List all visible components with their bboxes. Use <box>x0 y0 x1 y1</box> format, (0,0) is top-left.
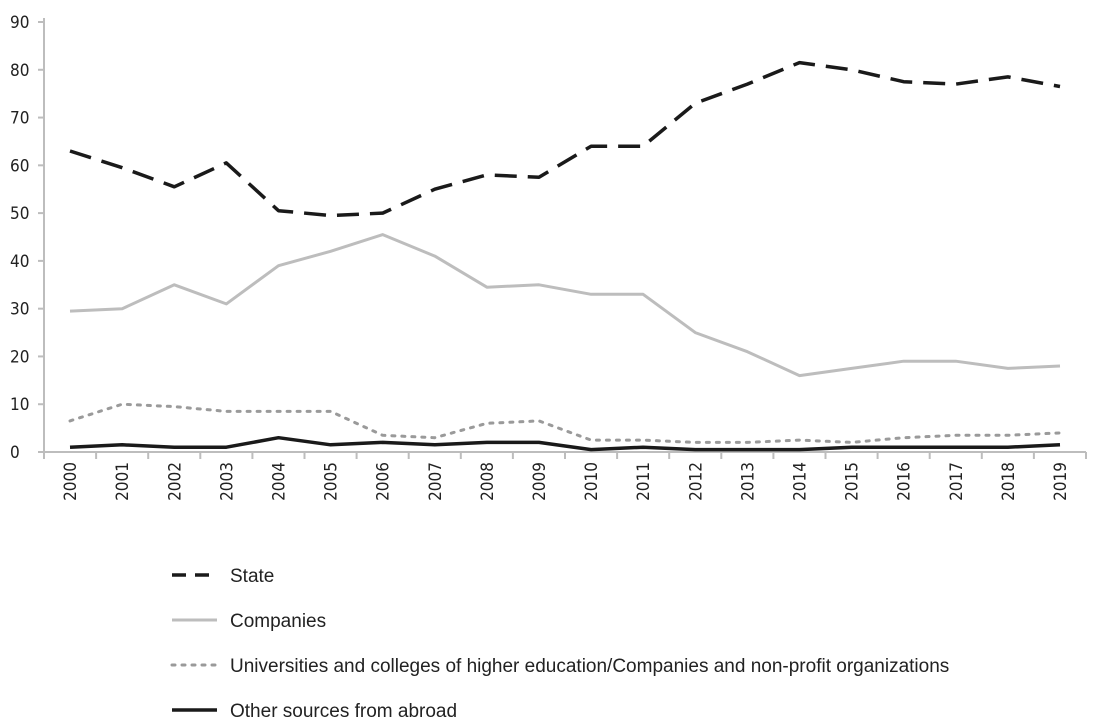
y-tick-label: 80 <box>10 61 29 81</box>
series-line-2 <box>68 402 1062 444</box>
legend-label-0: State <box>230 566 274 587</box>
x-tick-label: 2008 <box>478 462 498 501</box>
series-line-1 <box>69 233 1061 378</box>
y-tick-label: 50 <box>10 204 29 224</box>
x-tick-label: 2019 <box>1051 462 1071 501</box>
legend-label-2: Universities and colleges of higher educ… <box>230 656 949 677</box>
x-tick-label: 2010 <box>582 462 602 501</box>
chart-legend: State Companies Universities and colleges … <box>170 566 949 722</box>
y-tick-label: 20 <box>10 347 29 367</box>
x-tick-label: 2003 <box>217 462 237 501</box>
legend-label-3: Other sources from abroad <box>230 701 457 722</box>
x-tick-label: 2018 <box>999 462 1019 501</box>
x-tick-label: 2006 <box>374 462 394 501</box>
x-tick-label: 2011 <box>634 462 654 501</box>
x-tick-label: 2001 <box>113 462 133 501</box>
x-tick-label: 2004 <box>269 462 289 501</box>
y-tick-label: 30 <box>10 300 29 320</box>
x-tick-label: 2014 <box>790 462 810 501</box>
x-tick-label: 2000 <box>61 462 81 501</box>
y-tick-label: 10 <box>10 395 29 415</box>
x-tick-label: 2012 <box>686 462 706 501</box>
series-line-0 <box>69 60 1061 218</box>
chart-series <box>68 60 1062 452</box>
y-tick-label: 90 <box>10 13 29 33</box>
chart-axes: 0 10 20 30 40 50 60 70 80 90 2000 2001 2002 2003 2004 2… <box>10 13 1087 501</box>
legend-label-1: Companies <box>230 611 326 632</box>
y-tick-label: 40 <box>10 252 29 272</box>
x-tick-label: 2009 <box>530 462 550 501</box>
x-tick-label: 2007 <box>426 462 446 501</box>
series-line-3 <box>69 435 1061 452</box>
x-tick-label: 2002 <box>165 462 185 501</box>
y-tick-label: 70 <box>10 109 29 129</box>
x-tick-label: 2016 <box>895 462 915 501</box>
y-tick-label: 0 <box>10 443 20 463</box>
x-tick-label: 2017 <box>947 462 967 501</box>
y-tick-label: 60 <box>10 156 29 176</box>
x-tick-label: 2013 <box>738 462 758 501</box>
x-tick-label: 2015 <box>843 462 863 501</box>
x-tick-label: 2005 <box>322 462 342 501</box>
